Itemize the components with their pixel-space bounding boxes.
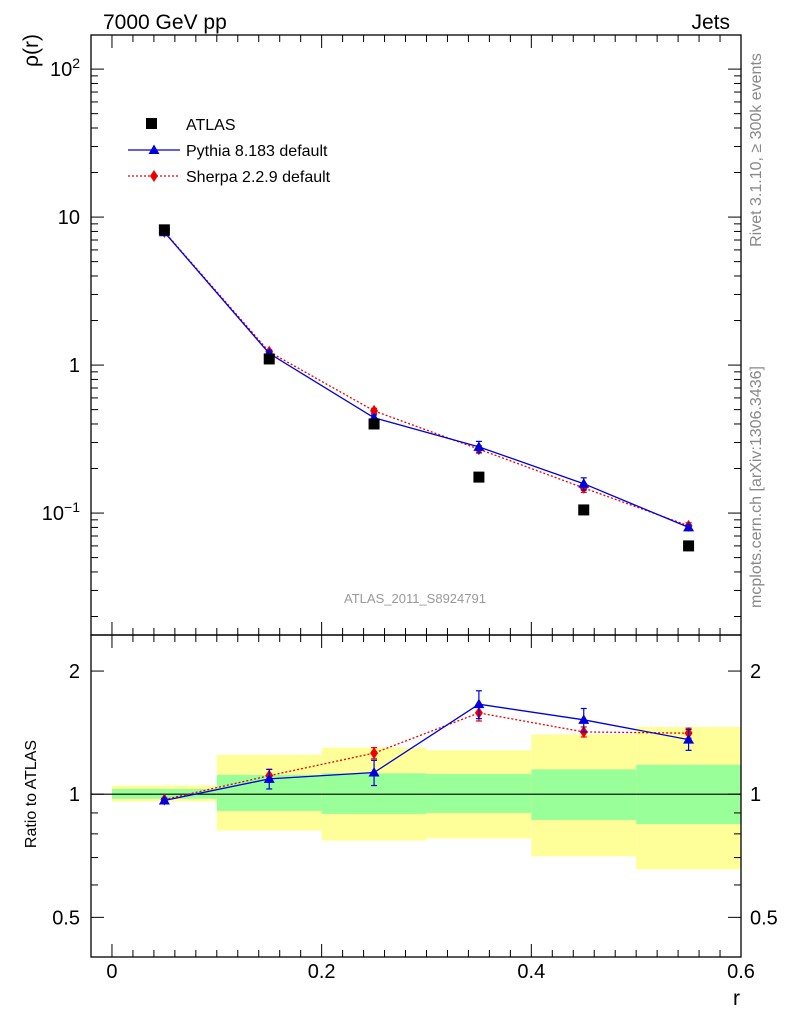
ratio-y-tick-label: 0.5: [52, 907, 80, 929]
x-axis-title: r: [733, 987, 740, 1010]
ratio-y-axis-title: Ratio to ATLAS: [23, 740, 40, 848]
sherpa-point: [370, 404, 379, 417]
pythia-line: [163, 231, 689, 529]
y-tick-label: 10−1: [42, 499, 80, 525]
y-tick-label: 10: [58, 207, 80, 229]
legend-sherpa-label: Sherpa 2.2.9 default: [186, 169, 331, 186]
legend: ATLAS Pythia 8.183 default Sherpa 2.2.9 …: [128, 117, 331, 186]
legend-pythia-marker: [148, 144, 160, 154]
sherpa-ratio-line: [164, 712, 689, 801]
mcplots-reference-label: mcplots.cern.ch [arXiv:1306.3436]: [748, 366, 765, 608]
ratio-y-tick-label-right: 0.5: [750, 907, 778, 929]
ratio-y-tick-label: 2: [69, 661, 80, 683]
atlas-point: [368, 418, 380, 430]
pythia-ratio-point: [683, 734, 695, 744]
ratio-y-tick-label: 1: [69, 784, 80, 806]
atlas-point: [158, 224, 170, 236]
pythia-ratio-point: [158, 795, 170, 805]
pythia-ratio-point: [368, 766, 380, 777]
sherpa-ratio-point: [370, 747, 379, 760]
ratio-plot: 2 2 1 1 0.5 0.5 0 0.2 0.4 0.6: [52, 634, 778, 983]
y-tick-label: 102: [50, 55, 80, 81]
rivet-version-label: Rivet 3.1.10, ≥ 300k events: [748, 53, 765, 247]
pythia-ratio-point: [263, 773, 275, 783]
main-y-axis-title: ρ(r): [20, 34, 43, 67]
main-plot: 102 10 1 10−1: [42, 34, 742, 636]
pythia-ratio-point: [473, 698, 485, 709]
x-tick-label: 0: [106, 961, 117, 983]
atlas-point: [263, 353, 275, 365]
x-tick-label: 0.6: [727, 961, 755, 983]
pythia-ratio-line: [164, 703, 689, 802]
ratio-y-tick-label-right: 2: [750, 661, 761, 683]
ratio-frame: [90, 634, 742, 958]
uncertainty-band-inner: [426, 774, 532, 813]
atlas-point: [473, 471, 485, 483]
x-tick-label: 0.2: [308, 961, 336, 983]
ratio-y-tick-label-right: 1: [750, 784, 761, 806]
pythia-point: [473, 441, 485, 451]
process-title: Jets: [691, 11, 730, 34]
collision-energy-title: 7000 GeV pp: [103, 11, 227, 34]
legend-atlas-marker: [146, 118, 157, 129]
pythia-ratio-point: [578, 714, 590, 724]
analysis-id-label: ATLAS_2011_S8924791: [344, 591, 486, 606]
x-tick-label: 0.4: [517, 961, 545, 983]
legend-pythia-label: Pythia 8.183 default: [186, 143, 328, 160]
y-tick-label: 1: [69, 355, 80, 377]
sherpa-line: [163, 231, 689, 527]
atlas-point: [578, 504, 590, 516]
pythia-point: [683, 521, 695, 532]
legend-atlas-label: ATLAS: [186, 117, 236, 134]
pythia-point: [578, 478, 590, 488]
legend-sherpa-marker: [150, 170, 158, 182]
atlas-point: [683, 540, 695, 552]
